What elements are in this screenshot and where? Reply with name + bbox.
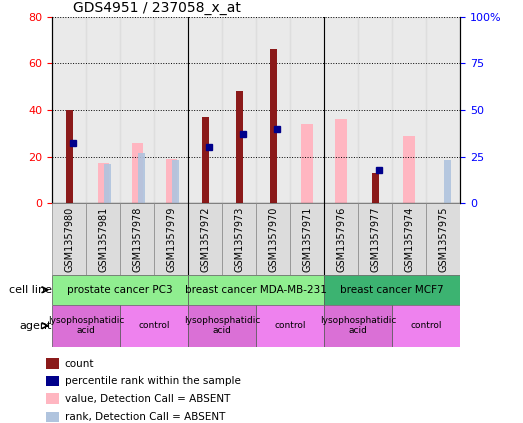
Bar [46, 412, 59, 422]
Bar [120, 203, 154, 275]
Text: prostate cancer PC3: prostate cancer PC3 [67, 285, 173, 295]
Text: value, Detection Call = ABSENT: value, Detection Call = ABSENT [65, 394, 230, 404]
Bar [392, 305, 460, 347]
Bar [97, 164, 109, 203]
Text: breast cancer MDA-MB-231: breast cancer MDA-MB-231 [185, 285, 327, 295]
Bar [154, 203, 188, 275]
Bar [358, 17, 392, 203]
Bar [324, 305, 392, 347]
Bar [324, 203, 358, 275]
Bar [188, 305, 256, 347]
Bar [66, 110, 73, 203]
Text: GSM1357977: GSM1357977 [370, 207, 380, 272]
Text: GSM1357970: GSM1357970 [268, 207, 278, 272]
Bar [426, 203, 460, 275]
Bar [256, 17, 290, 203]
Bar [188, 203, 222, 275]
Bar [165, 159, 177, 203]
Text: control: control [411, 321, 442, 330]
Text: count: count [65, 359, 94, 368]
Text: GSM1357972: GSM1357972 [200, 207, 210, 272]
Bar [120, 305, 188, 347]
Bar [131, 143, 143, 203]
Bar [236, 91, 243, 203]
Text: lysophosphatidic
acid: lysophosphatidic acid [184, 316, 260, 335]
Bar [392, 203, 426, 275]
Bar [256, 203, 290, 275]
Text: GSM1357978: GSM1357978 [132, 207, 142, 272]
Bar [222, 17, 256, 203]
Text: lysophosphatidic
acid: lysophosphatidic acid [48, 316, 124, 335]
Bar [52, 305, 120, 347]
Bar [188, 275, 324, 305]
Bar [290, 203, 324, 275]
Bar [46, 376, 59, 387]
Text: control: control [275, 321, 306, 330]
Text: breast cancer MCF7: breast cancer MCF7 [340, 285, 444, 295]
Text: rank, Detection Call = ABSENT: rank, Detection Call = ABSENT [65, 412, 225, 422]
Bar [86, 17, 120, 203]
Bar [138, 153, 145, 203]
Bar [426, 17, 460, 203]
Bar [256, 305, 324, 347]
Bar [324, 17, 358, 203]
Bar [202, 117, 209, 203]
Bar [104, 164, 111, 203]
Bar [358, 203, 392, 275]
Bar [301, 124, 313, 203]
Text: GDS4951 / 237058_x_at: GDS4951 / 237058_x_at [73, 0, 241, 14]
Text: GSM1357971: GSM1357971 [302, 207, 312, 272]
Text: percentile rank within the sample: percentile rank within the sample [65, 376, 241, 386]
Text: control: control [139, 321, 170, 330]
Bar [52, 203, 86, 275]
Bar [86, 203, 120, 275]
Text: agent: agent [19, 321, 52, 331]
Bar [188, 17, 222, 203]
Bar [444, 160, 451, 203]
Text: GSM1357973: GSM1357973 [234, 207, 244, 272]
Bar [52, 17, 86, 203]
Text: cell line: cell line [8, 285, 52, 295]
Text: GSM1357980: GSM1357980 [64, 207, 74, 272]
Bar [403, 135, 415, 203]
Bar [392, 17, 426, 203]
Text: GSM1357974: GSM1357974 [404, 207, 414, 272]
Bar [270, 49, 277, 203]
Bar [222, 203, 256, 275]
Bar [372, 173, 379, 203]
Bar [154, 17, 188, 203]
Bar [335, 119, 347, 203]
Bar [52, 275, 188, 305]
Bar [46, 393, 59, 404]
Text: GSM1357979: GSM1357979 [166, 207, 176, 272]
Text: lysophosphatidic
acid: lysophosphatidic acid [320, 316, 396, 335]
Bar [172, 160, 179, 203]
Text: GSM1357981: GSM1357981 [98, 207, 108, 272]
Bar [324, 275, 460, 305]
Bar [46, 358, 59, 369]
Bar [290, 17, 324, 203]
Text: GSM1357975: GSM1357975 [438, 207, 448, 272]
Bar [120, 17, 154, 203]
Text: GSM1357976: GSM1357976 [336, 207, 346, 272]
